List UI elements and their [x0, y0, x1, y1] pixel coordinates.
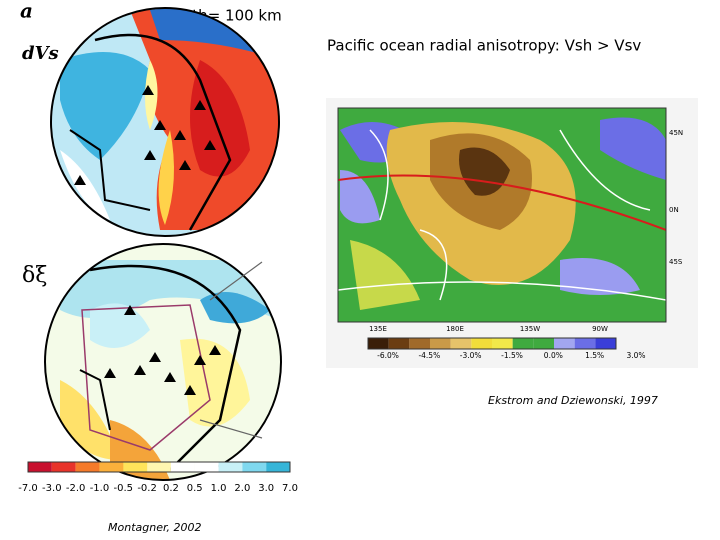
colorbar-label: -0.5 — [114, 483, 134, 494]
colorbar-label: 1.5% — [585, 351, 604, 360]
colorbar-frame — [367, 337, 617, 350]
colorbar-label: 3.0% — [626, 351, 645, 360]
colorbar-swatch — [574, 338, 596, 349]
colorbar-frame — [27, 461, 291, 473]
colorbar-swatch — [266, 462, 290, 472]
title: Pacific ocean radial anisotropy: Vsh > V… — [327, 37, 641, 55]
colorbar-swatch — [554, 338, 575, 349]
colorbar-label: -2.0 — [66, 483, 86, 494]
colorbar-swatch — [123, 462, 148, 472]
colorbar-label: -6.0% — [377, 351, 399, 360]
colorbar-label: -4.5% — [418, 351, 440, 360]
lon-label: 135W — [520, 325, 540, 333]
colorbar-label: -7.0 — [18, 483, 38, 494]
volcano-markers — [74, 85, 216, 185]
colorbar-label: -3.0 — [42, 483, 62, 494]
colorbar-swatch — [51, 462, 76, 472]
colorbar-swatch — [218, 462, 243, 472]
colorbar-label: -3.0% — [460, 351, 482, 360]
colorbar-label: -0.2 — [137, 483, 157, 494]
colorbar-swatch — [450, 338, 472, 349]
colorbar-label: 2.0 — [234, 483, 250, 494]
lon-label: 135E — [369, 325, 387, 333]
globe-label: dVs — [22, 43, 59, 64]
colorbar-swatch — [492, 338, 513, 349]
colorbar-swatch — [368, 338, 389, 349]
lon-label: 180E — [446, 325, 464, 333]
globe-bottom — [45, 244, 281, 480]
colorbar-label: 7.0 — [282, 483, 298, 494]
colorbar-swatch — [471, 338, 492, 349]
colorbar-swatch — [75, 462, 100, 472]
globe-top — [51, 8, 279, 236]
colorbar-label: 3.0 — [258, 483, 274, 494]
lat-label: 45S — [669, 258, 683, 266]
colorbar-swatch — [533, 338, 554, 349]
lon-label: 90W — [592, 325, 608, 333]
colorbar-swatch — [409, 338, 430, 349]
map — [338, 108, 666, 322]
credit: Montagner, 2002 — [108, 521, 201, 534]
colorbar-swatch — [99, 462, 124, 472]
colorbar-label: 0.0% — [544, 351, 563, 360]
panel-label: a — [20, 0, 33, 23]
volcano-markers — [104, 305, 221, 395]
lat-label: 45N — [669, 129, 683, 137]
globe-label: δξ — [22, 263, 47, 288]
colorbar-swatch — [194, 462, 219, 472]
colorbar-label: -1.5% — [501, 351, 523, 360]
colorbar-swatch — [595, 338, 616, 349]
colorbar-label: 0.2 — [163, 483, 179, 494]
colorbar-label: 0.5 — [187, 483, 203, 494]
colorbar-swatch — [28, 462, 52, 472]
colorbar-swatch — [170, 462, 195, 472]
lat-label: 0N — [669, 206, 679, 214]
colorbar-swatch — [388, 338, 410, 349]
credit: Ekstrom and Dziewonski, 1997 — [488, 394, 658, 407]
colorbar-swatch — [512, 338, 534, 349]
colorbar-swatch — [430, 338, 451, 349]
colorbar-swatch — [242, 462, 267, 472]
colorbar-label: -1.0 — [90, 483, 110, 494]
colorbar-label: 1.0 — [211, 483, 227, 494]
colorbar-swatch — [147, 462, 171, 472]
